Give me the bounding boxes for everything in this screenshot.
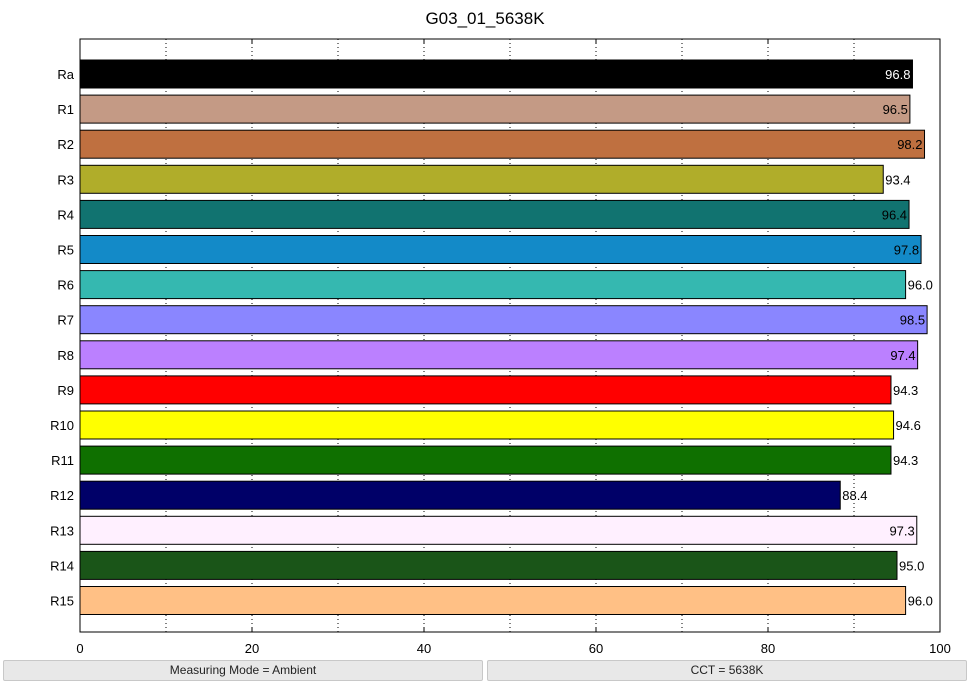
data-label: 97.8 (894, 243, 919, 258)
plot-frame (79, 38, 941, 633)
x-tick-label: 0 (76, 641, 83, 656)
bar-r5 (79, 235, 922, 264)
data-label: 94.6 (896, 418, 921, 433)
category-label: R8 (57, 348, 74, 363)
data-label: 98.2 (897, 137, 922, 152)
status-bar: Measuring Mode = Ambient CCT = 5638K (0, 658, 970, 683)
x-tick-label: 40 (417, 641, 431, 656)
bar-r9 (79, 375, 892, 405)
bar-r11 (79, 445, 892, 475)
bar-ra (79, 59, 913, 89)
bars: Ra 96.8 R1 96.5 R2 98.2 R3 93.4 R4 96.4 R5 97.8 R6 96… (50, 59, 933, 615)
x-tick-label: 100 (929, 641, 951, 656)
data-label: 93.4 (885, 172, 910, 187)
category-label: R4 (57, 207, 74, 222)
data-label: 94.3 (893, 383, 918, 398)
bar-r3 (79, 164, 884, 194)
data-label: 96.5 (883, 102, 908, 117)
bar-r13 (79, 515, 918, 545)
data-label: 97.4 (890, 348, 915, 363)
x-tick-label: 20 (245, 641, 259, 656)
cri-bar-chart: G03_01_5638K Ra 96.8 R1 96.5 R2 98.2 R3 93.4 R4 9… (50, 9, 951, 656)
category-label: R14 (50, 558, 74, 573)
grid-lines (165, 39, 855, 632)
category-label: R13 (50, 523, 74, 538)
bar-r8 (79, 340, 919, 370)
category-label: R10 (50, 418, 74, 433)
data-label: 96.0 (908, 278, 933, 293)
category-label: R11 (51, 453, 74, 468)
bar-r7 (79, 305, 928, 335)
bar-r14 (79, 550, 898, 580)
data-label: 97.3 (889, 523, 914, 538)
chart-title: G03_01_5638K (425, 9, 545, 28)
category-label: R3 (57, 172, 74, 187)
category-label: R6 (57, 278, 74, 293)
bar-r12 (79, 480, 841, 510)
category-label: R12 (50, 488, 74, 503)
category-label: R9 (57, 383, 74, 398)
bar-r2 (79, 129, 926, 159)
bar-r4 (79, 199, 910, 229)
axis-ticks: 0 20 40 60 80 100 (76, 39, 951, 656)
data-label: 94.3 (893, 453, 918, 468)
bar-r6 (79, 270, 907, 300)
category-label: R5 (57, 243, 74, 258)
x-tick-label: 80 (761, 641, 775, 656)
data-label: 88.4 (842, 488, 867, 503)
cct-status: CCT = 5638K (487, 660, 967, 681)
measuring-mode-status: Measuring Mode = Ambient (3, 660, 483, 681)
category-label: R15 (50, 594, 74, 609)
data-label: 98.5 (900, 313, 925, 328)
data-label: 96.0 (908, 594, 933, 609)
data-label: 95.0 (899, 558, 924, 573)
data-label: 96.4 (882, 207, 907, 222)
category-label: R2 (57, 137, 74, 152)
category-label: Ra (57, 67, 74, 82)
bar-r15 (79, 586, 907, 615)
bar-r10 (79, 410, 895, 440)
category-label: R1 (57, 102, 74, 117)
bar-r1 (79, 94, 911, 124)
data-label: 96.8 (885, 67, 910, 82)
category-label: R7 (57, 313, 74, 328)
x-tick-label: 60 (589, 641, 603, 656)
